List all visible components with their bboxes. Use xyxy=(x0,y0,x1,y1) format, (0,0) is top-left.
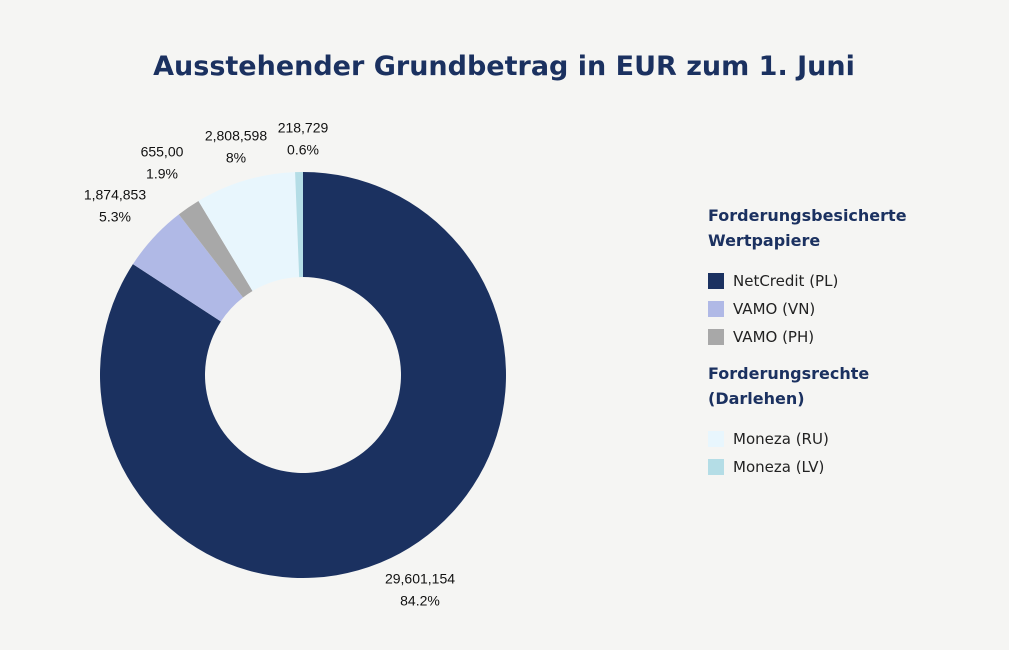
legend-label: VAMO (VN) xyxy=(733,300,816,318)
percent-label: 8% xyxy=(226,150,246,166)
legend-swatch xyxy=(708,459,724,475)
legend-swatch xyxy=(708,431,724,447)
legend-group-title: Forderungsrechte (Darlehen) xyxy=(708,364,870,408)
legend-label: Moneza (RU) xyxy=(733,430,829,448)
chart-title: Ausstehender Grundbetrag in EUR zum 1. J… xyxy=(153,51,855,82)
legend-label: NetCredit (PL) xyxy=(733,272,839,290)
legend-item: VAMO (VN) xyxy=(708,295,908,323)
percent-label: 5.3% xyxy=(99,209,131,225)
percent-label: 1.9% xyxy=(146,166,178,182)
legend-item: VAMO (PH) xyxy=(708,323,908,351)
legend-label: VAMO (PH) xyxy=(733,328,815,346)
value-label: 1,874,853 xyxy=(84,187,146,203)
percent-label: 84.2% xyxy=(400,593,440,609)
donut-slice xyxy=(99,172,507,578)
value-label: 29,601,154 xyxy=(385,571,455,587)
donut-slice xyxy=(295,172,303,278)
value-label: 655,00 xyxy=(141,144,184,160)
legend-group-title: Forderungsbesicherte Wertpapiere xyxy=(708,206,907,250)
value-label: 218,729 xyxy=(278,120,329,136)
legend-swatch xyxy=(708,273,724,289)
legend-label: Moneza (LV) xyxy=(733,458,825,476)
donut-slice xyxy=(198,172,300,291)
donut-slice xyxy=(178,200,253,298)
legend-item: Moneza (RU) xyxy=(708,425,908,453)
legend-item: Moneza (LV) xyxy=(708,453,908,481)
value-label: 2,808,598 xyxy=(205,128,267,144)
legend-swatch xyxy=(708,329,724,345)
legend-swatch xyxy=(708,301,724,317)
percent-label: 0.6% xyxy=(287,142,319,158)
legend-item: NetCredit (PL) xyxy=(708,267,908,295)
donut-slice xyxy=(132,214,244,322)
legend: Forderungsbesicherte Wertpapiere NetCredi… xyxy=(708,203,908,481)
